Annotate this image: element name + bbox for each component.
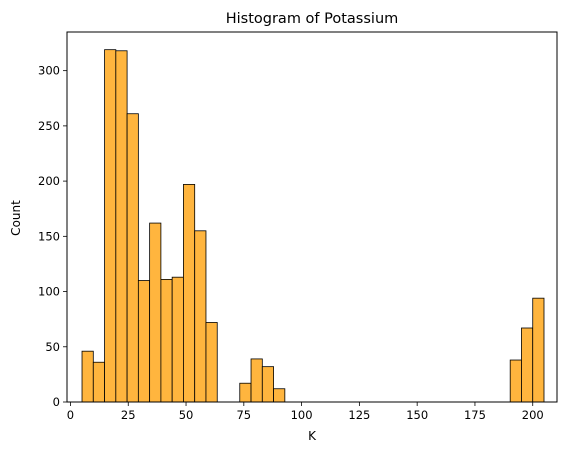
x-axis-ticks: 0 25 50 75 100 125 150 175 200 <box>67 402 544 422</box>
histogram-bar <box>205 322 218 403</box>
y-tick-label: 300 <box>38 64 60 78</box>
histogram-bar <box>160 279 173 403</box>
y-axis-label: Count <box>9 200 23 236</box>
bars-group <box>81 49 545 403</box>
y-tick-label: 150 <box>38 229 60 243</box>
histogram-bar <box>81 350 94 403</box>
y-tick-label: 200 <box>38 174 60 188</box>
histogram-bar <box>149 222 162 403</box>
x-tick-label: 175 <box>464 408 486 422</box>
histogram-bar <box>239 382 252 403</box>
histogram-bar <box>115 50 128 403</box>
histogram-bar <box>92 361 105 403</box>
histogram-bar <box>521 327 534 403</box>
x-tick-label: 50 <box>179 408 194 422</box>
histogram-bar <box>194 230 207 403</box>
histogram-bar <box>171 276 184 403</box>
histogram-bar <box>509 359 522 403</box>
plot-frame <box>66 31 558 403</box>
y-tick-label: 50 <box>45 340 60 354</box>
x-axis-label: K <box>308 429 317 443</box>
x-tick-label: 25 <box>121 408 136 422</box>
histogram-bar <box>137 280 151 403</box>
histogram-bar <box>532 297 545 403</box>
x-tick-label: 125 <box>348 408 370 422</box>
x-tick-label: 200 <box>522 408 544 422</box>
histogram-bar <box>104 49 117 403</box>
histogram-bar <box>183 184 196 403</box>
histogram-bar <box>273 388 286 403</box>
histogram-bar <box>250 358 263 403</box>
histogram-bar <box>261 366 274 403</box>
y-tick-label: 100 <box>38 285 60 299</box>
y-axis-ticks: 0 50 100 150 200 250 300 <box>38 64 67 409</box>
x-tick-label: 75 <box>236 408 251 422</box>
x-tick-label: 0 <box>67 408 74 422</box>
y-tick-label: 0 <box>53 395 60 409</box>
histogram-bar <box>126 113 139 403</box>
x-tick-label: 150 <box>406 408 428 422</box>
chart-title: Histogram of Potassium <box>226 11 399 27</box>
x-tick-label: 100 <box>291 408 313 422</box>
y-tick-label: 250 <box>38 119 60 133</box>
